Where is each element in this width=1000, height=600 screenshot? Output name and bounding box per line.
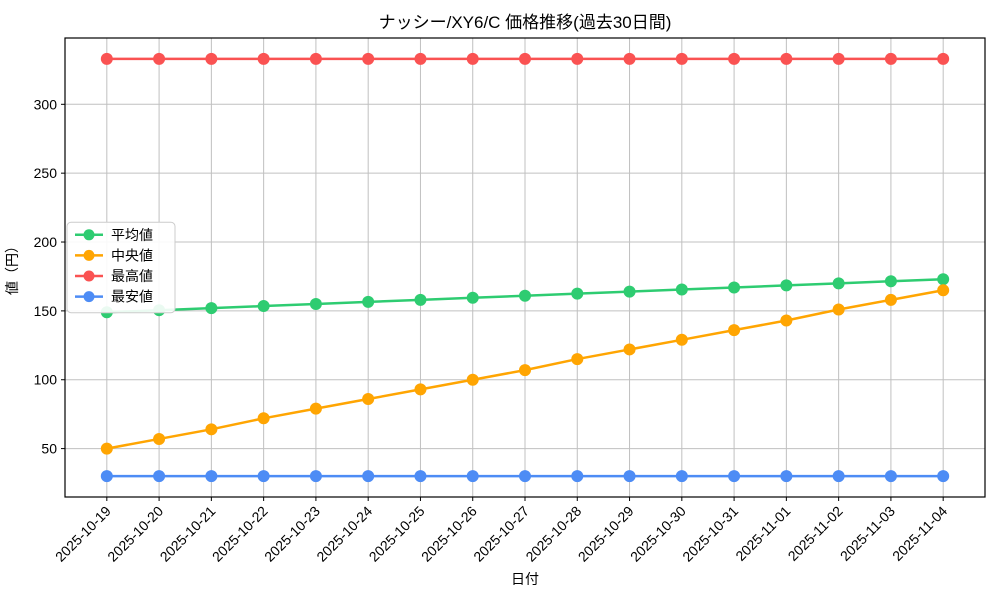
data-point-median bbox=[205, 423, 218, 436]
y-tick-label: 150 bbox=[34, 303, 58, 319]
data-point-average bbox=[571, 287, 584, 300]
legend-label-max: 最高値 bbox=[111, 268, 153, 284]
legend-swatch-marker-median bbox=[83, 249, 95, 261]
data-point-median bbox=[937, 284, 950, 297]
data-point-min bbox=[623, 470, 636, 483]
data-point-max bbox=[937, 52, 950, 65]
legend-swatch-marker-min bbox=[83, 291, 95, 303]
data-point-max bbox=[832, 52, 845, 65]
data-point-min bbox=[466, 470, 479, 483]
y-tick-label: 100 bbox=[34, 372, 58, 388]
data-point-median bbox=[675, 333, 688, 346]
data-point-min bbox=[100, 470, 113, 483]
data-point-median bbox=[362, 393, 375, 406]
data-point-median bbox=[623, 343, 636, 356]
data-point-max bbox=[623, 52, 636, 65]
legend-label-median: 中央値 bbox=[111, 247, 153, 263]
data-point-min bbox=[309, 470, 322, 483]
legend-item-max: 最高値 bbox=[75, 268, 153, 284]
data-point-max bbox=[205, 52, 218, 65]
data-point-average bbox=[832, 277, 845, 290]
data-point-max bbox=[466, 52, 479, 65]
legend-label-min: 最安値 bbox=[111, 289, 153, 305]
chart-title: ナッシー/XY6/C 価格推移(過去30日間) bbox=[379, 13, 672, 32]
data-point-max bbox=[780, 52, 793, 65]
data-point-max bbox=[257, 52, 270, 65]
data-point-average bbox=[884, 275, 897, 288]
data-point-max bbox=[414, 52, 427, 65]
data-point-max bbox=[100, 52, 113, 65]
data-point-max bbox=[309, 52, 322, 65]
data-point-min bbox=[153, 470, 166, 483]
data-point-min bbox=[414, 470, 427, 483]
data-point-average bbox=[309, 297, 322, 310]
legend-box bbox=[66, 221, 176, 314]
data-point-median bbox=[466, 373, 479, 386]
data-point-median bbox=[257, 412, 270, 425]
data-point-median bbox=[571, 353, 584, 366]
data-point-average bbox=[937, 273, 950, 286]
data-point-min bbox=[675, 470, 688, 483]
data-point-max bbox=[153, 52, 166, 65]
data-point-max bbox=[362, 52, 375, 65]
y-tick-label: 300 bbox=[34, 96, 58, 112]
data-point-max bbox=[571, 52, 584, 65]
legend-item-average: 平均値 bbox=[75, 227, 153, 243]
data-point-min bbox=[205, 470, 218, 483]
data-point-median bbox=[414, 383, 427, 396]
legend-label-average: 平均値 bbox=[111, 227, 153, 243]
y-tick-label: 250 bbox=[34, 165, 58, 181]
data-point-max bbox=[728, 52, 741, 65]
legend-item-median: 中央値 bbox=[75, 247, 153, 263]
data-point-min bbox=[937, 470, 950, 483]
legend-item-min: 最安値 bbox=[75, 289, 153, 305]
y-tick-label: 200 bbox=[34, 234, 58, 250]
legend-swatch-marker-max bbox=[83, 270, 95, 282]
data-point-median bbox=[884, 293, 897, 306]
data-point-average bbox=[728, 281, 741, 294]
data-point-median bbox=[728, 324, 741, 337]
data-point-median bbox=[153, 432, 166, 445]
data-point-median bbox=[780, 314, 793, 327]
data-point-max bbox=[519, 52, 531, 65]
data-point-min bbox=[780, 470, 793, 483]
data-point-min bbox=[884, 470, 897, 483]
data-point-median bbox=[309, 402, 322, 415]
data-point-min bbox=[519, 470, 531, 483]
data-point-min bbox=[257, 470, 270, 483]
data-point-average bbox=[362, 295, 375, 308]
data-point-average bbox=[466, 291, 479, 304]
data-point-average bbox=[414, 293, 427, 306]
data-point-median bbox=[832, 303, 845, 316]
data-point-median bbox=[519, 364, 531, 377]
data-point-min bbox=[728, 470, 741, 483]
data-point-average bbox=[675, 283, 688, 296]
data-point-average bbox=[205, 302, 218, 315]
y-tick-label: 50 bbox=[41, 441, 57, 457]
data-point-average bbox=[780, 279, 793, 292]
legend-swatch-marker-average bbox=[83, 229, 95, 241]
data-point-average bbox=[623, 285, 636, 298]
data-point-min bbox=[571, 470, 584, 483]
data-point-max bbox=[884, 52, 897, 65]
data-point-average bbox=[257, 300, 270, 313]
data-point-max bbox=[675, 52, 688, 65]
data-point-min bbox=[362, 470, 375, 483]
x-axis-label: 日付 bbox=[511, 571, 539, 587]
data-point-min bbox=[832, 470, 845, 483]
y-axis-label: 値（円） bbox=[4, 239, 20, 295]
data-point-average bbox=[519, 289, 531, 302]
data-point-median bbox=[100, 442, 113, 455]
